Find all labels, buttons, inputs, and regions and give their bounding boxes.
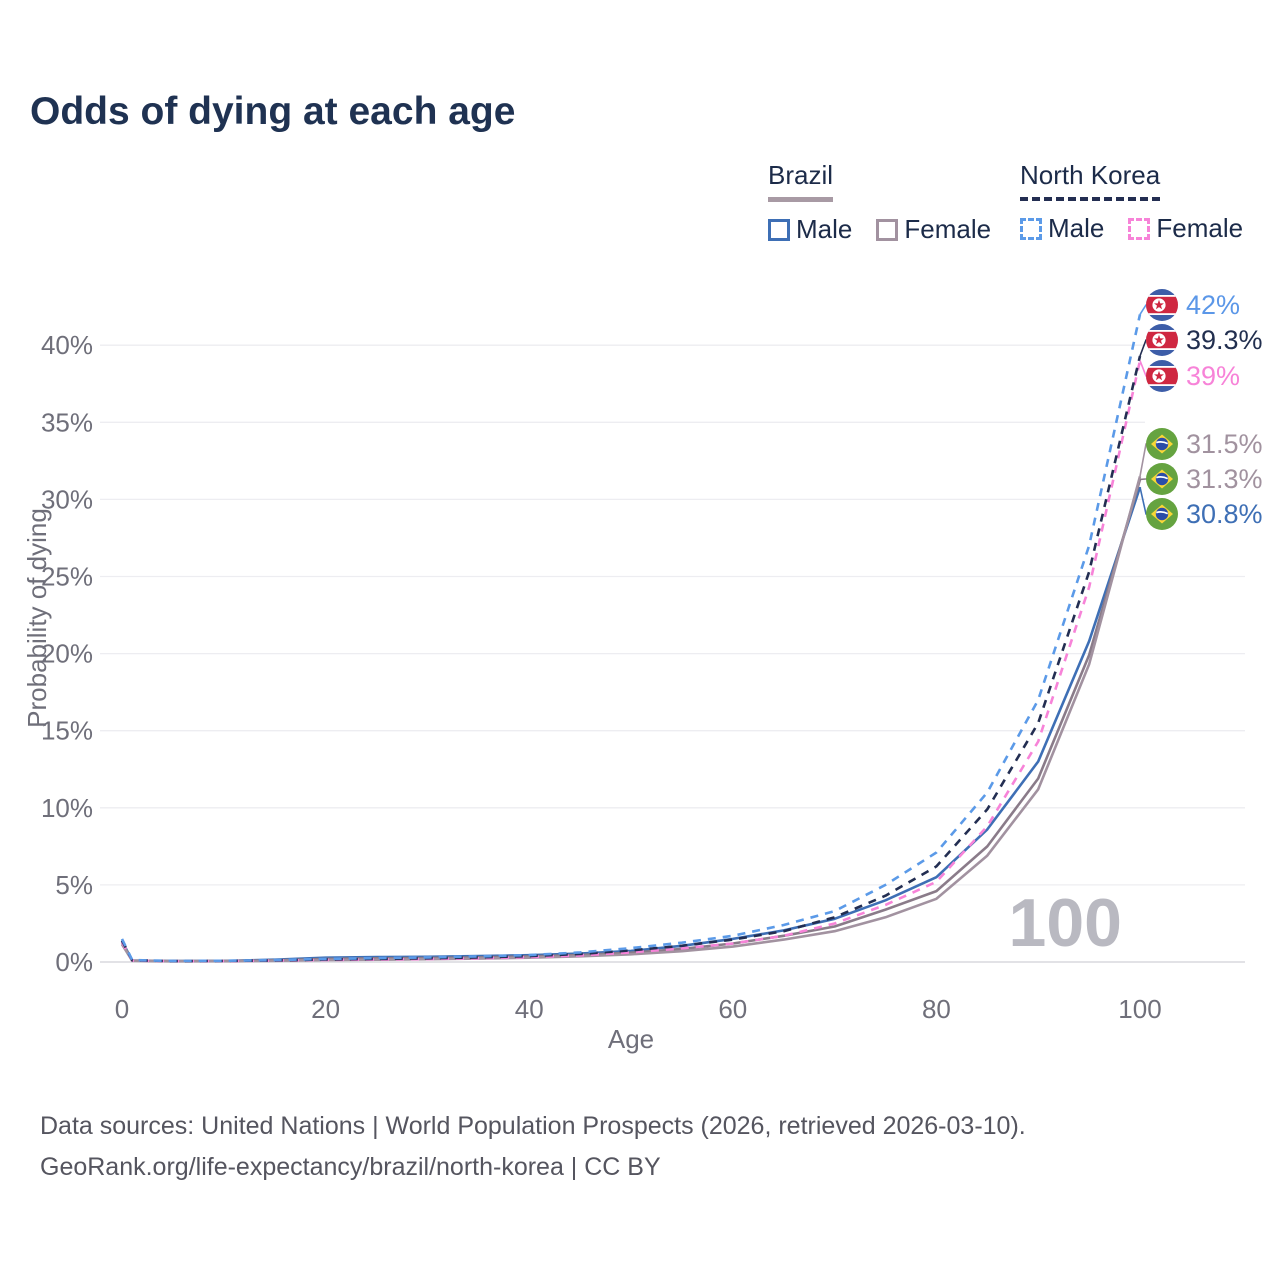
svg-text:15%: 15% [41, 716, 93, 746]
brazil-flag-icon [1146, 463, 1178, 495]
svg-text:10%: 10% [41, 793, 93, 823]
attribution-text: GeoRank.org/life-expectancy/brazil/north… [40, 1153, 661, 1181]
svg-text:0: 0 [115, 994, 129, 1024]
gridlines [100, 344, 1245, 963]
svg-text:20: 20 [311, 994, 340, 1024]
brazil-flag-icon [1146, 498, 1178, 530]
legend-label: Female [904, 214, 992, 244]
footer: Data sources: United Nations | World Pop… [40, 1106, 1026, 1188]
end-label-value: 30.8% [1186, 498, 1263, 529]
end-label-value: 31.5% [1186, 428, 1263, 459]
legend-item-brazil-female[interactable]: Female [876, 214, 991, 245]
svg-text:20%: 20% [41, 639, 93, 669]
legend-label: Female [1156, 213, 1244, 243]
legend-label: Male [796, 214, 853, 244]
svg-text:35%: 35% [41, 407, 93, 437]
north-korea-male-swatch-icon [1020, 217, 1042, 240]
svg-text:0%: 0% [55, 947, 93, 977]
svg-text:40%: 40% [41, 330, 93, 360]
y-axis-title: Probability of dying [22, 508, 52, 728]
svg-text:5%: 5% [55, 870, 93, 900]
end-label-north-korea-male: 42% [1146, 288, 1240, 322]
north-korea-female-swatch-icon [1128, 217, 1151, 240]
end-label-brazil-female: 31.5% [1146, 427, 1263, 461]
north-korea-flag-icon [1146, 360, 1178, 392]
end-label-north-korea-female: 39% [1146, 359, 1240, 393]
legend-item-north-korea-male[interactable]: Male [1020, 213, 1104, 244]
legend-title-brazil: Brazil [768, 160, 834, 202]
end-label-north-korea-total: 39.3% [1146, 323, 1263, 357]
svg-text:30%: 30% [41, 484, 93, 514]
data-sources-text: Data sources: United Nations | World Pop… [40, 1112, 1026, 1140]
legend-group-north-korea: North Korea Male Female [1020, 160, 1257, 244]
end-label-value: 39% [1186, 360, 1241, 391]
end-label-value: 39.3% [1186, 324, 1263, 355]
svg-text:25%: 25% [41, 562, 93, 592]
end-label-value: 42% [1186, 289, 1241, 320]
end-label-brazil-total: 31.3% [1146, 462, 1263, 496]
hover-age-watermark: 100 [1009, 885, 1122, 961]
end-label-brazil-male: 30.8% [1146, 497, 1263, 531]
svg-text:100: 100 [1118, 994, 1161, 1024]
legend-item-north-korea-female[interactable]: Female [1128, 213, 1243, 244]
brazil-male-swatch-icon [768, 218, 790, 241]
chart-title: Odds of dying at each age [30, 90, 516, 133]
north-korea-flag-icon [1146, 324, 1178, 356]
north-korea-flag-icon [1146, 289, 1178, 321]
svg-text:60: 60 [718, 994, 747, 1024]
legend-label: Male [1048, 213, 1105, 243]
svg-text:40: 40 [515, 994, 544, 1024]
end-label-value: 31.3% [1186, 463, 1263, 494]
svg-text:80: 80 [922, 994, 951, 1024]
brazil-female-swatch-icon [876, 218, 899, 241]
brazil-flag-icon [1146, 428, 1178, 460]
legend-title-north-korea: North Korea [1020, 160, 1161, 201]
legend-item-brazil-male[interactable]: Male [768, 214, 852, 245]
x-axis-title: Age [608, 1024, 654, 1054]
legend-group-brazil: Brazil Male Female [768, 160, 1005, 245]
axis-tick-labels: 0% 5% 10% 15% 20% 25% 30% 35% 40% 0 20 40 60 80 100 [41, 330, 1162, 1024]
data-series-lines [120, 314, 1142, 963]
